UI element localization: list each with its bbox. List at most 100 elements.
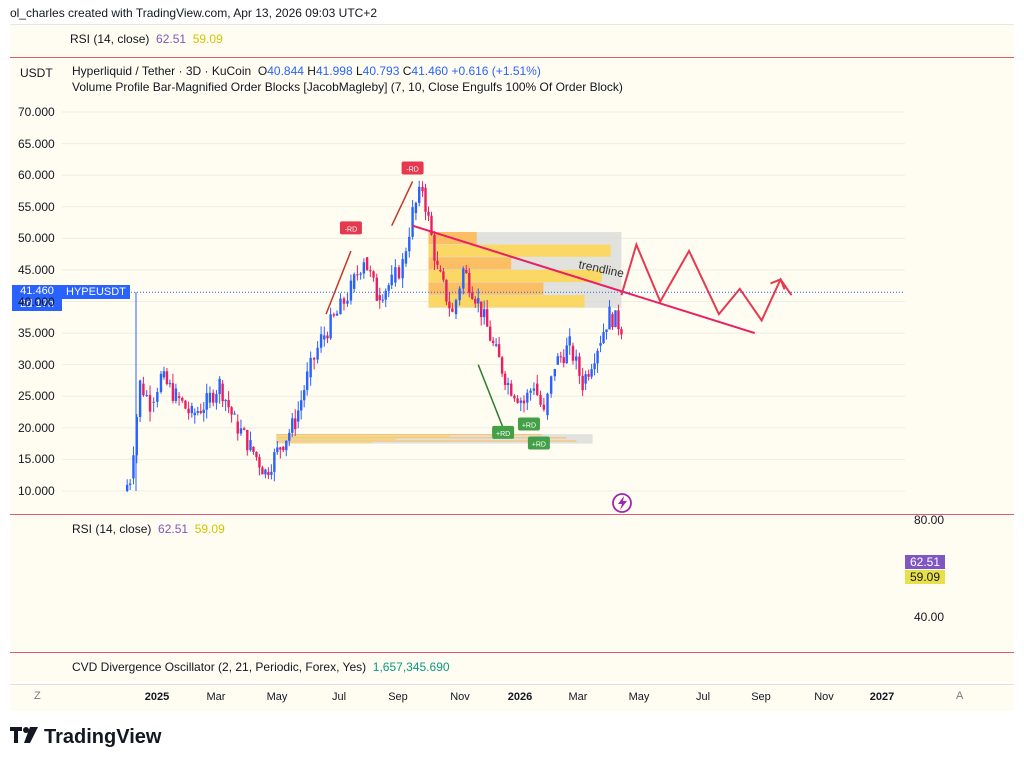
candle-body	[390, 274, 393, 286]
bar-countdown: 2d 17h	[20, 298, 54, 310]
candle-body	[497, 344, 501, 358]
candle-body	[516, 398, 519, 403]
time-axis[interactable]	[10, 684, 1014, 711]
candle-body	[152, 401, 155, 403]
candle-body	[602, 332, 605, 344]
candle-body	[230, 407, 233, 415]
candle-body	[187, 408, 190, 414]
volume-profile-bar	[276, 437, 567, 439]
candle-body	[352, 274, 356, 289]
lightning-icon	[612, 493, 632, 513]
rsi-top-legend: RSI (14, close) 62.51 59.09	[70, 32, 223, 46]
panel-separator-2[interactable]	[10, 652, 1014, 653]
volume-profile-bar	[276, 438, 396, 440]
candle-body	[264, 469, 267, 475]
rsi-ma-value-tag: 59.09	[905, 570, 946, 584]
rsi-legend[interactable]: RSI (14, close) 62.51 59.09	[72, 522, 225, 536]
trendline	[412, 224, 756, 335]
candle-body	[587, 374, 590, 377]
open-value: 40.844	[267, 64, 304, 78]
volume-profile-bar	[276, 442, 373, 444]
lightning-icon-bolt	[618, 496, 627, 510]
candle-body	[506, 382, 510, 385]
candle-body	[549, 376, 553, 394]
candle-body	[305, 371, 309, 391]
time-tick-label: Nov	[814, 691, 834, 703]
candle-body	[282, 446, 285, 451]
candle-body	[239, 428, 243, 434]
candle-body	[168, 383, 172, 385]
price-tick-label: 30.000	[18, 357, 55, 372]
cvd-value: 1,657,345.690	[372, 660, 450, 674]
cvd-panel	[10, 654, 1014, 682]
auto-scale-button[interactable]: A	[956, 690, 964, 702]
candle-body	[394, 267, 397, 283]
candle-body	[529, 390, 532, 393]
candle-body	[267, 472, 270, 475]
candle-body	[553, 369, 557, 377]
candle-body	[224, 399, 227, 402]
candle-body	[556, 356, 559, 365]
price-tick-label: 35.000	[18, 326, 55, 341]
symbol-legend[interactable]: Hyperliquid / Tether · 3D · KuCoin O40.8…	[72, 64, 541, 78]
candle-body	[546, 393, 549, 416]
change-value: +0.616 (+1.51%)	[451, 64, 541, 78]
cvd-legend[interactable]: CVD Divergence Oscillator (2, 21, Period…	[72, 660, 450, 674]
candle-body	[329, 314, 332, 339]
candle-body	[302, 390, 306, 401]
panel-separator[interactable]	[10, 514, 1014, 515]
candle-body	[196, 411, 199, 413]
candle-body	[208, 392, 212, 403]
candle-body	[356, 274, 359, 276]
candle-body	[542, 404, 546, 410]
indicator-legend[interactable]: Volume Profile Bar-Magnified Order Block…	[72, 80, 623, 94]
candle-body	[300, 400, 303, 411]
candle-body	[421, 186, 424, 192]
rsi-top-panel: RSI (14, close) 62.51 59.09	[10, 25, 1014, 58]
candle-body	[291, 418, 294, 433]
candle-body	[258, 457, 261, 468]
time-tick-label: Mar	[206, 691, 226, 703]
candle-body	[273, 452, 276, 472]
zoom-reset-button[interactable]: Z	[34, 690, 41, 702]
candle-body	[227, 399, 230, 408]
chart-credit: ol_charles created with TradingView.com,…	[10, 6, 377, 20]
candle-body	[369, 270, 372, 272]
candle-body	[458, 288, 461, 301]
candle-body	[335, 313, 339, 316]
candle-body	[617, 310, 620, 330]
candle-body	[465, 269, 468, 273]
candle-body	[574, 356, 578, 361]
bearish-rd-badge	[339, 221, 362, 235]
volume-profile-bar	[276, 435, 451, 437]
candle-body	[571, 345, 575, 361]
bullish-rd-badge-text: +RD	[532, 441, 546, 448]
projection-arrowhead	[770, 278, 786, 290]
candle-body	[401, 259, 404, 279]
time-tick-label: Jul	[695, 691, 711, 703]
time-tick-label: 2026	[507, 691, 533, 703]
candle-body	[454, 300, 458, 315]
candle-body	[135, 417, 138, 456]
price-tick-label: 60.000	[18, 168, 55, 183]
high-value: 41.998	[315, 64, 353, 78]
candle-body	[433, 234, 436, 261]
candle-body	[246, 429, 249, 451]
candle-body	[319, 334, 323, 348]
rsi-ma-value: 59.09	[194, 522, 225, 536]
candle-body	[165, 371, 169, 384]
bullish-rd-badge	[517, 417, 540, 431]
candle-body	[526, 392, 529, 403]
time-tick-label: Mar	[568, 691, 588, 703]
candle-body	[202, 409, 205, 413]
candle-body	[494, 344, 498, 346]
rsi-value: 62.51	[158, 522, 189, 536]
candle-body	[562, 357, 565, 364]
candle-body	[148, 395, 152, 412]
price-tick-label: 65.000	[18, 136, 55, 151]
candle-body	[581, 375, 584, 391]
last-price-tag: 41.460 2d 17h	[12, 285, 62, 311]
candle-body	[138, 380, 142, 418]
candle-body	[270, 471, 273, 475]
time-tick-label: Sep	[388, 691, 408, 703]
